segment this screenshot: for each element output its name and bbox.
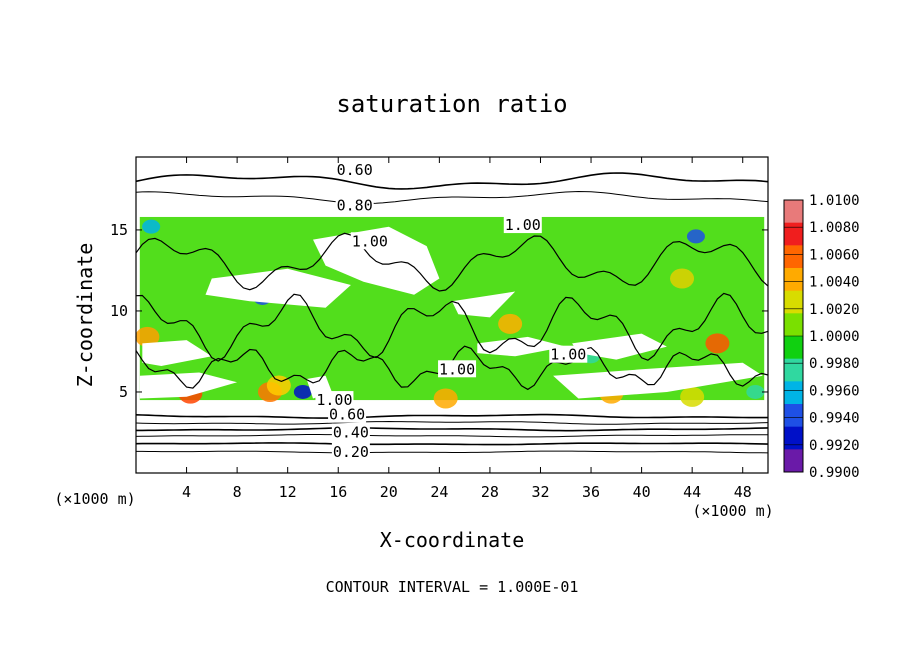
contour-label-bg — [350, 232, 389, 250]
supersaturation-patch — [680, 386, 705, 407]
subsaturation-patch — [293, 384, 312, 399]
subsaturation-patch — [142, 219, 161, 234]
contour-label: 0.60 — [337, 161, 373, 179]
colorbar-label: 1.0060 — [809, 247, 860, 263]
contour-label: 1.00 — [352, 232, 388, 250]
supersaturation-patch — [670, 268, 695, 289]
colorbar-label: 1.0000 — [809, 329, 860, 345]
colorbar-label: 1.0100 — [809, 193, 860, 209]
x-tick-label: 48 — [734, 483, 752, 501]
colorbar-swatch — [784, 313, 803, 337]
contour-label-bg — [331, 442, 370, 460]
colorbar-label: 1.0080 — [809, 220, 860, 236]
contour-interval-note: CONTOUR INTERVAL = 1.000E-01 — [326, 578, 579, 596]
contour-label-bg — [331, 423, 370, 441]
contour-line — [135, 434, 769, 438]
contour-label-bg — [503, 216, 542, 234]
colorbar: 1.0100 1.0080 1.0060 1.0040 1.0020 1.0000 0.99… — [783, 193, 860, 481]
contour-label: 1.00 — [316, 391, 352, 409]
plot-frame — [135, 156, 769, 474]
contour-label-bg — [335, 196, 374, 214]
contour-label: 1.00 — [505, 216, 541, 234]
y-tick-label: 10 — [110, 302, 128, 320]
y-tick-label: 5 — [119, 383, 128, 401]
clear-air-region — [205, 268, 351, 308]
x-axis-label: X-coordinate — [380, 528, 525, 552]
x-axis-unit-right: (×1000 m) — [692, 502, 773, 520]
contour-label-bg — [549, 345, 588, 363]
contour-label-bg — [438, 360, 477, 378]
x-tick-label: 28 — [481, 483, 499, 501]
subsaturation-patch — [746, 384, 765, 399]
supersaturation-patch — [498, 313, 523, 334]
colorbar-swatch — [784, 222, 803, 246]
clear-air-region — [452, 291, 516, 318]
contour-line — [135, 292, 769, 362]
y-axis-label: Z-coordinate — [73, 243, 97, 388]
supersaturation-patch — [433, 388, 458, 409]
contour-line — [136, 427, 769, 432]
x-tick-label: 40 — [633, 483, 651, 501]
colorbar-swatch — [784, 290, 803, 314]
contour-line — [135, 442, 769, 446]
chart-title: saturation ratio — [336, 90, 567, 118]
x-tick-label: 44 — [683, 483, 701, 501]
x-tick-label: 24 — [430, 483, 448, 501]
colorbar-label: 0.9920 — [809, 438, 860, 454]
colorbar-label: 0.9960 — [809, 383, 860, 399]
colorbar-swatch — [784, 268, 803, 292]
contour-line — [135, 413, 768, 419]
colorbar-swatch — [784, 336, 803, 360]
subsaturation-patch — [686, 229, 705, 244]
contour-label-bg — [335, 160, 374, 178]
contour-label: 0.60 — [329, 406, 365, 424]
contour-line — [135, 420, 769, 425]
x-tick-label: 12 — [279, 483, 297, 501]
contour-line — [135, 190, 769, 205]
contour-label-bg — [328, 405, 367, 423]
contour-label: 0.80 — [337, 197, 373, 215]
colorbar-label: 1.0020 — [809, 302, 860, 318]
x-tick-label: 32 — [531, 483, 549, 501]
colorbar-swatch — [784, 245, 803, 269]
colorbar-swatch — [784, 404, 803, 428]
clear-air-region — [572, 333, 667, 360]
x-tick-label: 4 — [182, 483, 191, 501]
x-axis-ticks: 4 8 12 16 20 24 28 32 36 40 44 48 — [182, 157, 752, 501]
colorbar-label: 0.9940 — [809, 411, 860, 427]
x-tick-label: 16 — [329, 483, 347, 501]
colorbar-swatch — [784, 426, 803, 450]
x-tick-label: 36 — [582, 483, 600, 501]
contour-label: 0.40 — [333, 423, 369, 441]
contour-label: 1.00 — [439, 360, 475, 378]
colorbar-label: 0.9900 — [809, 465, 860, 481]
y-axis-ticks: 5 10 15 — [110, 221, 768, 401]
supersaturation-patch — [135, 326, 160, 347]
x-tick-label: 20 — [380, 483, 398, 501]
colorbar-swatch — [784, 200, 803, 224]
clear-air-region — [477, 336, 566, 357]
contour-line — [136, 450, 769, 454]
colorbar-label: 0.9980 — [809, 356, 860, 372]
contour-label: 0.20 — [333, 443, 369, 461]
x-tick-label: 8 — [233, 483, 242, 501]
x-axis-unit-left: (×1000 m) — [54, 490, 135, 508]
supersaturation-patch — [705, 333, 730, 354]
colorbar-swatch — [784, 449, 803, 473]
contour-label-bg — [315, 391, 354, 409]
contour-line — [135, 232, 769, 292]
contour-line — [135, 172, 769, 190]
clear-air-region — [142, 340, 212, 366]
colorbar-swatch — [784, 358, 803, 382]
clear-air-region — [139, 372, 238, 399]
colorbar-swatch — [784, 381, 803, 405]
contour-label: 1.00 — [550, 346, 586, 364]
colorbar-label: 1.0040 — [809, 275, 860, 291]
plot-area: 0.600.801.001.001.001.001.000.600.400.20 — [135, 160, 769, 461]
y-tick-label: 15 — [110, 221, 128, 239]
